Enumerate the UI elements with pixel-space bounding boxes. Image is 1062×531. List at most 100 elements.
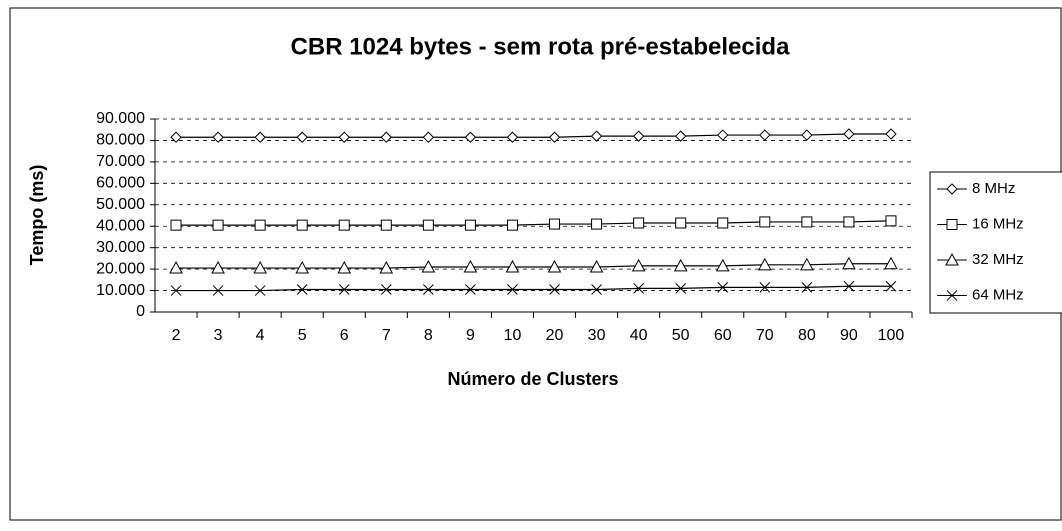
- data-point: [843, 280, 855, 292]
- data-point: [338, 284, 350, 295]
- data-point: [843, 216, 855, 228]
- y-tick-label: 80.000: [96, 132, 145, 149]
- data-point: [380, 284, 392, 295]
- data-point: [801, 129, 813, 141]
- x-tick-label: 6: [340, 327, 349, 344]
- data-point: [507, 284, 518, 295]
- data-point: [759, 129, 771, 141]
- data-point: [675, 283, 687, 294]
- x-tick-label: 50: [672, 327, 690, 344]
- data-point: [759, 216, 771, 228]
- x-tick-label: 10: [504, 327, 522, 344]
- y-tick-label: 90.000: [96, 110, 145, 127]
- data-point: [757, 257, 772, 271]
- series-line: [176, 285, 891, 292]
- data-point: [170, 285, 182, 296]
- x-tick-label: 30: [588, 327, 606, 344]
- x-tick-label: 100: [878, 327, 905, 344]
- data-point: [421, 259, 436, 273]
- x-axis-label: Número de Clusters: [447, 369, 618, 389]
- data-point: [338, 219, 350, 231]
- x-tick-label: 70: [756, 327, 774, 344]
- data-point: [464, 219, 476, 231]
- data-point: [548, 131, 561, 143]
- x-tick-label: 7: [382, 327, 391, 344]
- legend-label: 16 MHz: [972, 215, 1024, 232]
- data-point: [673, 258, 688, 272]
- data-point: [422, 219, 434, 231]
- y-tick-label: 40.000: [96, 217, 145, 234]
- y-tick-label: 10.000: [96, 282, 145, 299]
- y-tick-label: 30.000: [96, 239, 145, 256]
- legend-marker: [945, 252, 959, 266]
- data-point: [843, 128, 855, 140]
- data-point: [801, 216, 813, 228]
- data-point: [254, 219, 266, 231]
- data-point: [379, 260, 394, 274]
- data-point: [170, 219, 182, 231]
- legend-box: [929, 171, 1062, 314]
- chart-border: [9, 7, 1062, 521]
- x-tick-label: 60: [714, 327, 732, 344]
- data-point: [212, 219, 224, 231]
- data-point: [801, 281, 813, 293]
- x-tick-label: 3: [214, 327, 223, 344]
- x-tick-label: 90: [840, 327, 858, 344]
- data-point: [422, 131, 435, 143]
- x-tick-label: 4: [256, 327, 265, 344]
- x-tick-label: 40: [630, 327, 648, 344]
- data-point: [591, 218, 603, 230]
- series-line: [176, 263, 891, 269]
- data-point: [759, 281, 771, 293]
- data-point: [380, 219, 392, 231]
- x-tick-label: 8: [424, 327, 433, 344]
- data-point: [423, 284, 434, 295]
- data-point: [253, 260, 267, 274]
- legend-label: 64 MHz: [972, 286, 1024, 303]
- data-point: [547, 259, 562, 273]
- data-point: [295, 260, 310, 274]
- x-tick-label: 9: [466, 327, 475, 344]
- data-point: [549, 218, 561, 230]
- data-point: [717, 281, 729, 293]
- data-point: [631, 258, 646, 272]
- y-axis-label: Tempo (ms): [27, 165, 47, 266]
- data-point: [885, 280, 897, 292]
- data-point: [674, 130, 687, 142]
- data-point: [675, 217, 687, 229]
- data-point: [885, 128, 897, 140]
- data-point: [590, 130, 603, 142]
- x-tick-label: 20: [546, 327, 564, 344]
- data-point: [591, 284, 602, 295]
- x-tick-label: 2: [172, 327, 181, 344]
- data-point: [549, 284, 560, 295]
- data-point: [632, 130, 645, 142]
- data-point: [211, 260, 225, 274]
- data-point: [842, 256, 856, 270]
- data-point: [338, 131, 350, 143]
- data-point: [717, 129, 729, 141]
- data-point: [465, 284, 476, 295]
- data-point: [212, 285, 224, 296]
- data-point: [296, 219, 308, 231]
- legend-marker: [946, 219, 958, 230]
- data-point: [337, 260, 352, 274]
- data-point: [633, 283, 644, 294]
- data-point: [380, 131, 393, 143]
- data-point: [884, 256, 898, 270]
- data-point: [715, 258, 730, 272]
- data-point: [212, 131, 224, 143]
- data-point: [254, 285, 266, 296]
- data-point: [505, 259, 520, 273]
- data-point: [296, 284, 308, 295]
- data-point: [464, 131, 477, 143]
- legend-marker: [946, 183, 958, 195]
- data-point: [254, 131, 266, 143]
- y-tick-label: 0: [136, 303, 145, 320]
- legend-label: 8 MHz: [972, 180, 1015, 197]
- data-point: [633, 217, 645, 229]
- y-tick-label: 50.000: [96, 196, 145, 213]
- data-point: [170, 131, 182, 143]
- series-line: [176, 220, 891, 226]
- chart-title: CBR 1024 bytes - sem rota pré-estabeleci…: [291, 33, 791, 60]
